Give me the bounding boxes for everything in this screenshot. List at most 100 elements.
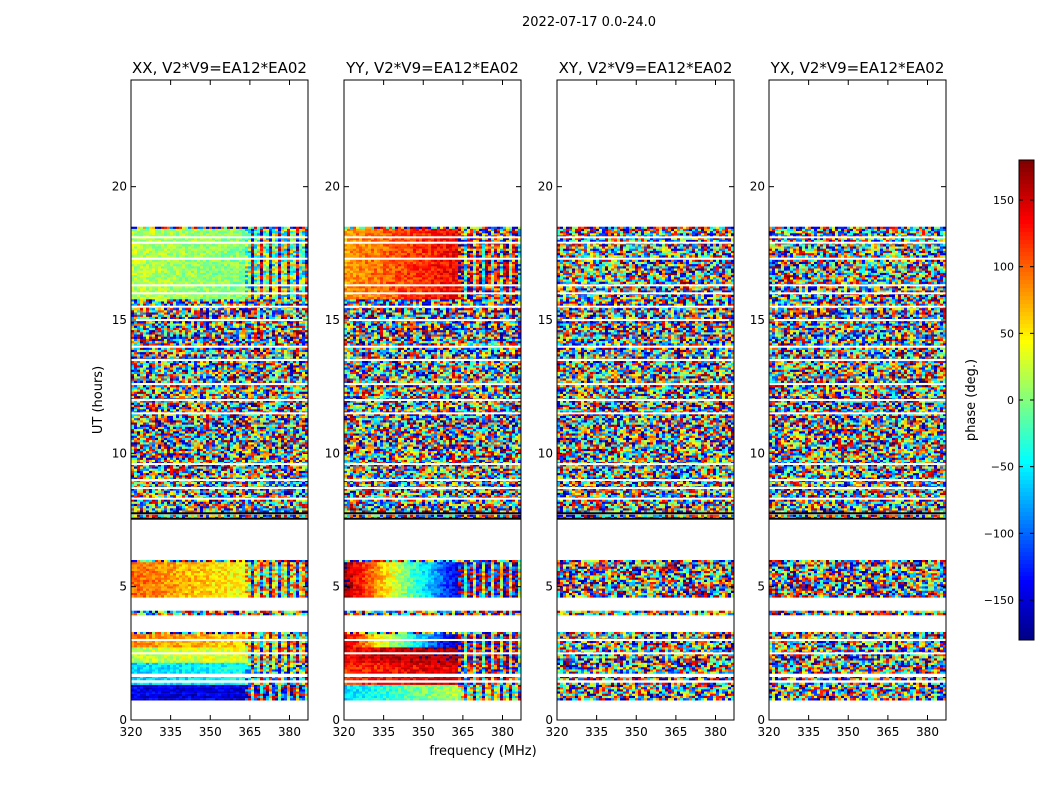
heatmap-cell xyxy=(260,684,263,688)
heatmap-cell xyxy=(173,275,176,278)
heatmap-cell xyxy=(272,645,275,648)
heatmap-cell xyxy=(152,647,155,650)
heatmap-cell xyxy=(173,660,176,663)
heatmap-cell xyxy=(257,595,260,598)
heatmap-cell xyxy=(131,228,134,232)
heatmap-cell xyxy=(206,640,209,644)
heatmap-cell xyxy=(149,667,152,670)
heatmap-cell xyxy=(233,277,236,280)
heatmap-cell xyxy=(272,566,275,569)
heatmap-cell xyxy=(158,691,161,694)
heatmap-cell xyxy=(206,562,209,565)
heatmap-cell xyxy=(251,595,254,598)
heatmap-cell xyxy=(203,277,206,280)
heatmap-cell xyxy=(281,579,284,583)
heatmap-cell xyxy=(146,593,149,596)
heatmap-cell xyxy=(266,571,269,574)
heatmap-cell xyxy=(188,593,191,596)
heatmap-cell xyxy=(281,281,284,285)
heatmap-cell xyxy=(149,268,152,271)
heatmap-cell xyxy=(224,656,227,659)
heatmap-cell xyxy=(224,246,227,249)
heatmap-cell xyxy=(218,582,221,585)
heatmap-cell xyxy=(191,237,194,241)
heatmap-cell xyxy=(200,244,203,247)
heatmap-cell xyxy=(143,226,146,230)
heatmap-cell xyxy=(302,667,305,670)
heatmap-cell xyxy=(203,586,206,589)
heatmap-cell xyxy=(245,577,248,580)
heatmap-cell xyxy=(272,595,275,598)
heatmap-cell xyxy=(248,281,251,285)
heatmap-cell xyxy=(137,514,140,518)
heatmap-cell xyxy=(275,294,278,298)
heatmap-cell xyxy=(260,698,263,701)
heatmap-cell xyxy=(254,264,257,267)
heatmap-cell xyxy=(209,571,212,574)
heatmap-cell xyxy=(224,266,227,269)
heatmap-cell xyxy=(203,231,206,234)
heatmap-cell xyxy=(134,660,137,663)
heatmap-cell xyxy=(164,660,167,663)
heatmap-cell xyxy=(257,593,260,596)
heatmap-cell xyxy=(248,693,251,697)
heatmap-cell xyxy=(158,228,161,232)
heatmap-cell xyxy=(254,255,257,258)
heatmap-cell xyxy=(260,660,263,663)
heatmap-cell xyxy=(179,575,182,578)
heatmap-cell xyxy=(224,299,227,302)
heatmap-cell xyxy=(161,590,164,594)
heatmap-cell xyxy=(200,634,203,637)
heatmap-cell xyxy=(149,573,152,576)
heatmap-cell xyxy=(257,669,260,672)
heatmap-cell xyxy=(221,586,224,589)
heatmap-cell xyxy=(251,575,254,578)
heatmap-cell xyxy=(257,590,260,594)
heatmap-cell xyxy=(164,566,167,569)
heatmap-cell xyxy=(305,253,308,256)
heatmap-cell xyxy=(155,275,158,278)
heatmap-cell xyxy=(140,568,143,572)
heatmap-cell xyxy=(206,579,209,583)
heatmap-cell xyxy=(179,239,182,243)
heatmap-cell xyxy=(260,571,263,574)
heatmap-cell xyxy=(221,612,224,616)
heatmap-cell xyxy=(251,682,254,686)
heatmap-cell xyxy=(260,632,263,635)
heatmap-cell xyxy=(290,676,293,679)
heatmap-cell xyxy=(278,568,281,572)
heatmap-cell xyxy=(290,566,293,569)
heatmap-cell xyxy=(245,667,248,670)
heatmap-cell xyxy=(305,693,308,697)
heatmap-cell xyxy=(233,588,236,591)
heatmap-cell xyxy=(149,656,152,659)
heatmap-cell xyxy=(248,647,251,650)
heatmap-cell xyxy=(269,682,272,686)
heatmap-cell xyxy=(224,261,227,265)
heatmap-cell xyxy=(254,654,257,657)
heatmap-cell xyxy=(182,279,185,282)
heatmap-cell xyxy=(269,671,272,674)
heatmap-cell xyxy=(176,259,179,263)
heatmap-cell xyxy=(269,272,272,276)
heatmap-cell xyxy=(257,281,260,285)
heatmap-cell xyxy=(149,566,152,569)
heatmap-cell xyxy=(293,562,296,565)
heatmap-cell xyxy=(140,248,143,252)
heatmap-cell xyxy=(305,682,308,686)
heatmap-cell xyxy=(161,264,164,267)
heatmap-cell xyxy=(209,687,212,690)
heatmap-cell xyxy=(212,297,215,300)
heatmap-cell xyxy=(185,266,188,269)
heatmap-cell xyxy=(209,261,212,265)
heatmap-cell xyxy=(185,647,188,650)
heatmap-cell xyxy=(173,695,176,699)
heatmap-cell xyxy=(290,582,293,585)
heatmap-cell xyxy=(218,590,221,594)
heatmap-cell xyxy=(188,566,191,569)
heatmap-cell xyxy=(161,660,164,663)
heatmap-cell xyxy=(284,281,287,285)
heatmap-cell xyxy=(161,588,164,591)
heatmap-cell xyxy=(155,654,158,657)
heatmap-cell xyxy=(164,665,167,668)
